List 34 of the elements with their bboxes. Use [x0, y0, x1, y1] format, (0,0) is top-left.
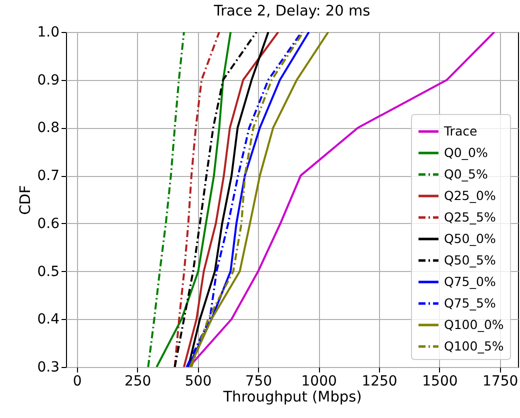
- legend-label: Q25_0%: [444, 188, 496, 203]
- y-tick-label: 0.5: [37, 264, 60, 280]
- legend-label: Q0_5%: [444, 166, 488, 182]
- y-tick-label: 0.3: [37, 360, 60, 376]
- y-axis-title: CDF: [18, 185, 34, 215]
- legend-label: Q25_5%: [444, 210, 496, 224]
- x-tick-label: 1000: [301, 374, 337, 390]
- legend-label: Q100_5%: [444, 338, 504, 354]
- legend-label: Q50_0%: [444, 231, 496, 246]
- legend-label: Q75_0%: [444, 274, 496, 289]
- legend-label: Q75_5%: [444, 296, 496, 310]
- x-tick-label: 250: [124, 374, 152, 390]
- y-tick-label: 0.9: [37, 72, 60, 88]
- legend-label: Q50_5%: [444, 252, 496, 268]
- legend-label: Q0_0%: [444, 145, 488, 160]
- line-series: [156, 32, 232, 367]
- x-tick-label: 1750: [482, 374, 518, 390]
- y-tick-label: 0.7: [37, 168, 60, 184]
- line-series: [174, 32, 220, 367]
- x-tick-label: 1500: [422, 374, 458, 390]
- line-series: [174, 32, 258, 367]
- y-tick-label: 0.8: [37, 120, 60, 136]
- x-tick-label: 500: [184, 374, 212, 390]
- x-axis-title: Throughput (Mbps): [222, 390, 362, 406]
- legend-label: Trace: [443, 124, 478, 138]
- x-tick-label: 750: [245, 374, 272, 390]
- chart-title: Trace 2, Delay: 20 ms: [212, 4, 370, 20]
- legend-label: Q100_0%: [444, 317, 504, 332]
- y-tick-label: 0.6: [37, 216, 60, 232]
- y-tick-label: 1.0: [37, 24, 60, 40]
- line-series: [147, 32, 185, 367]
- x-tick-label: 1250: [362, 374, 398, 390]
- x-tick-label: 0: [72, 374, 82, 390]
- y-tick-label: 0.4: [37, 312, 60, 328]
